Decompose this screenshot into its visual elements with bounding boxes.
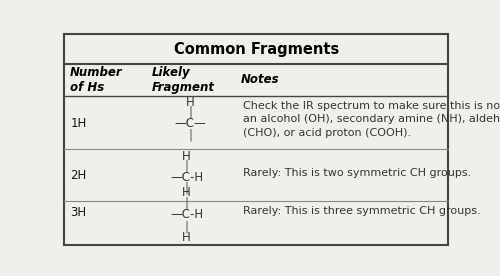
Text: Check the IR spectrum to make sure this is not
an alcohol (OH), secondary amine : Check the IR spectrum to make sure this … xyxy=(242,100,500,138)
Text: |: | xyxy=(188,129,192,142)
Text: |: | xyxy=(184,220,188,233)
Text: H: H xyxy=(182,186,191,199)
Text: H: H xyxy=(186,96,195,109)
Text: Common Fragments: Common Fragments xyxy=(174,42,339,57)
Text: 2H: 2H xyxy=(70,169,86,182)
Text: Rarely: This is two symmetric CH groups.: Rarely: This is two symmetric CH groups. xyxy=(242,168,471,178)
Text: Likely
Fragment: Likely Fragment xyxy=(152,66,214,94)
FancyBboxPatch shape xyxy=(64,34,448,245)
Text: |: | xyxy=(184,197,188,210)
Text: Number
of Hs: Number of Hs xyxy=(70,66,123,94)
Text: Notes: Notes xyxy=(241,73,280,86)
Text: 1H: 1H xyxy=(70,117,86,130)
Text: 3H: 3H xyxy=(70,206,86,219)
Text: |: | xyxy=(188,105,192,118)
Text: —C—: —C— xyxy=(174,117,206,130)
Text: H: H xyxy=(182,150,191,163)
Text: —C-H: —C-H xyxy=(170,171,203,184)
Text: Rarely: This is three symmetric CH groups.: Rarely: This is three symmetric CH group… xyxy=(242,206,480,216)
Text: —C-H: —C-H xyxy=(170,208,203,221)
Text: |: | xyxy=(184,160,188,172)
Text: H: H xyxy=(182,231,191,244)
Text: |: | xyxy=(184,182,188,195)
